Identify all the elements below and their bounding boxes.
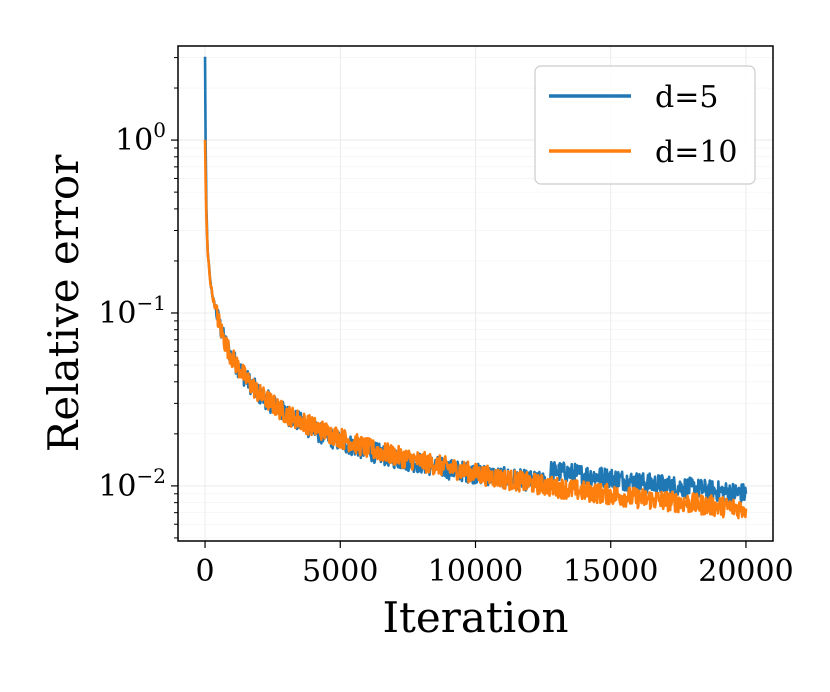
grid: [178, 46, 773, 541]
legend-label: d=5: [655, 80, 718, 115]
series-layer: [203, 56, 748, 520]
series-line-d=10: [203, 139, 748, 520]
x-tick-label: 20000: [698, 554, 793, 589]
legend-label: d=10: [655, 135, 738, 170]
y-tick-label: 10−1: [98, 291, 166, 331]
x-tick-label: 15000: [563, 554, 658, 589]
y-axis-label: Relative error: [39, 154, 88, 452]
y-tick-label: 100: [115, 118, 166, 158]
ticks: 0 5000 10000 15000 20000 100 10−1 10−2: [98, 57, 794, 589]
y-tick-label: 10−2: [98, 464, 166, 504]
x-tick-label: 0: [195, 554, 214, 589]
x-tick-label: 10000: [428, 554, 523, 589]
legend: d=5 d=10: [534, 65, 756, 185]
x-axis-label: Iteration: [382, 593, 568, 642]
x-tick-label: 5000: [302, 554, 378, 589]
